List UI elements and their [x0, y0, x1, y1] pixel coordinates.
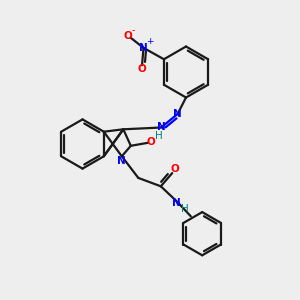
Text: O: O	[124, 32, 132, 41]
Text: N: N	[172, 198, 181, 208]
Text: O: O	[170, 164, 179, 175]
Text: N: N	[173, 109, 182, 119]
Text: -: -	[132, 25, 135, 35]
Text: N: N	[117, 156, 126, 166]
Text: O: O	[146, 136, 155, 147]
Text: +: +	[146, 37, 154, 46]
Text: O: O	[138, 64, 146, 74]
Text: N: N	[139, 43, 148, 53]
Text: H: H	[181, 203, 189, 214]
Text: H: H	[155, 131, 163, 141]
Text: N: N	[157, 122, 166, 133]
